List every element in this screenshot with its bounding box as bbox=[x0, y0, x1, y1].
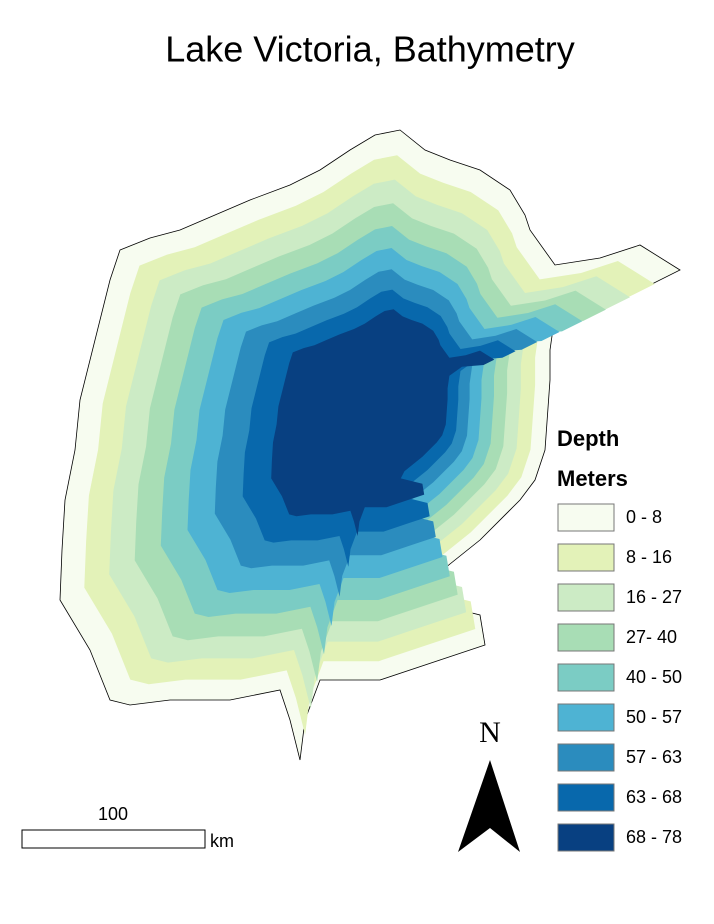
legend-swatch bbox=[557, 663, 615, 692]
legend-label: 50 - 57 bbox=[626, 707, 682, 727]
lake bbox=[59, 129, 681, 761]
scale-bar bbox=[21, 829, 206, 849]
north-label: N bbox=[479, 716, 501, 749]
legend-swatch bbox=[557, 703, 615, 732]
map-title: Lake Victoria, Bathymetry bbox=[165, 29, 575, 70]
legend-swatch bbox=[557, 743, 615, 772]
legend-swatch bbox=[557, 543, 615, 572]
legend: 0 - 8 8 - 16 16 - 27 27- 40 40 - 50 50 - 57 57… bbox=[557, 503, 682, 852]
legend-label: 8 - 16 bbox=[626, 547, 672, 567]
legend-label: 27- 40 bbox=[626, 627, 677, 647]
legend-swatch bbox=[557, 503, 615, 532]
legend-swatch bbox=[557, 783, 615, 812]
legend-swatch bbox=[557, 583, 615, 612]
legend-label: 0 - 8 bbox=[626, 507, 662, 527]
legend-swatch bbox=[557, 823, 615, 852]
legend-label: 63 - 68 bbox=[626, 787, 682, 807]
legend-label: 57 - 63 bbox=[626, 747, 682, 767]
north-arrow bbox=[458, 760, 520, 852]
legend-title: Depth bbox=[557, 426, 619, 451]
legend-subtitle: Meters bbox=[557, 466, 628, 491]
legend-label: 16 - 27 bbox=[626, 587, 682, 607]
legend-swatch bbox=[557, 623, 615, 652]
legend-label: 68 - 78 bbox=[626, 827, 682, 847]
depth-zone bbox=[271, 309, 495, 536]
legend-label: 40 - 50 bbox=[626, 667, 682, 687]
scale-label: 100 bbox=[98, 804, 128, 824]
scale-unit: km bbox=[210, 831, 234, 851]
